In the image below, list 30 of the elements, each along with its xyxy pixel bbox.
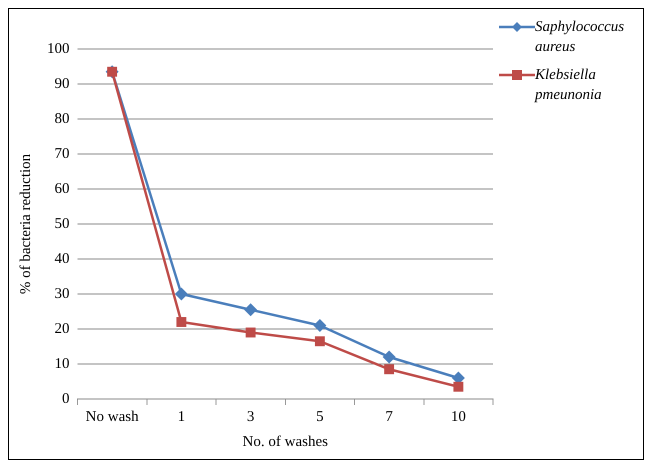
x-axis-title: No. of washes (242, 434, 328, 450)
point (246, 328, 256, 338)
x-tick-label: 10 (450, 408, 466, 425)
y-tick-label: 70 (54, 146, 70, 162)
point (313, 319, 326, 332)
x-tick-label: No wash (86, 408, 140, 425)
x-tick-label: 3 (246, 408, 254, 425)
point (453, 382, 464, 392)
point (176, 317, 186, 327)
point (314, 336, 325, 346)
legend-label: Klebsiella pmeunonia (535, 66, 603, 105)
y-tick-label: 50 (54, 216, 70, 232)
y-tick-label: 60 (54, 180, 70, 197)
point (174, 288, 188, 300)
y-tick-label: 40 (54, 250, 70, 267)
y-tick-label: 0 (62, 390, 70, 407)
y-tick-label: 90 (54, 76, 70, 92)
point (384, 364, 394, 374)
legend-label: Saphylococcus aureus (535, 18, 626, 57)
point (382, 350, 396, 364)
y-tick-label: 30 (54, 286, 70, 302)
y-tick-label: 100 (47, 40, 70, 57)
y-tick-label: 20 (54, 320, 70, 337)
x-tick-label: 7 (385, 408, 394, 425)
point (244, 303, 258, 316)
x-tick-label: 1 (178, 408, 186, 425)
y-tick-label: 80 (54, 110, 70, 127)
y-axis-title: % of bacteria reduction (18, 153, 34, 294)
x-tick-label: 5 (316, 408, 324, 425)
y-tick-label: 10 (54, 356, 70, 372)
